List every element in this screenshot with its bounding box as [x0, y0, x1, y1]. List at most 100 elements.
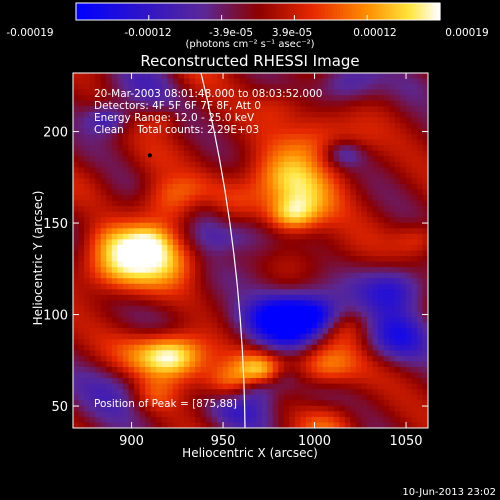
heatmap-cell [161, 111, 168, 118]
heatmap-cell [172, 217, 179, 224]
heatmap-cell [272, 145, 279, 152]
heatmap-cell [145, 145, 152, 152]
heatmap-cell [383, 322, 390, 329]
heatmap-cell [139, 311, 146, 318]
heatmap-cell [300, 317, 307, 324]
heatmap-cell [95, 228, 102, 235]
colorbar-segment [136, 3, 141, 20]
heatmap-cell [378, 222, 385, 229]
heatmap-cell [139, 283, 146, 290]
heatmap-cell [383, 250, 390, 257]
heatmap-cell [233, 389, 240, 396]
heatmap-cell [172, 389, 179, 396]
heatmap-cell [117, 361, 124, 368]
heatmap-cell [339, 100, 346, 107]
heatmap-cell [283, 84, 290, 91]
heatmap-cell [172, 383, 179, 390]
colorbar-segment [188, 3, 192, 20]
heatmap-cell [261, 305, 268, 313]
heatmap-cell [383, 283, 390, 290]
heatmap-cell [73, 416, 80, 423]
heatmap-cell [206, 394, 213, 401]
heatmap-cell [389, 311, 396, 318]
heatmap-cell [305, 250, 313, 257]
heatmap-cell [389, 117, 396, 124]
heatmap-cell [400, 283, 407, 290]
heatmap-cell [84, 167, 91, 174]
heatmap-cell [111, 422, 118, 429]
heatmap-cell [400, 405, 407, 412]
heatmap-cell [256, 416, 263, 423]
heatmap-cell [311, 328, 318, 335]
heatmap-cell [78, 411, 85, 418]
heatmap-cell [217, 106, 224, 113]
heatmap-cell [305, 183, 313, 190]
heatmap-cell [217, 389, 224, 396]
heatmap-cell [200, 383, 207, 390]
heatmap-cell [361, 84, 368, 91]
heatmap-cell [100, 261, 107, 268]
heatmap-cell [228, 256, 235, 263]
heatmap-cell [217, 73, 224, 80]
heatmap-cell [100, 283, 107, 290]
heatmap-cell [73, 244, 80, 251]
heatmap-cell [150, 128, 157, 135]
heatmap-cell [355, 211, 362, 218]
heatmap-cell [272, 389, 279, 396]
heatmap-cell [183, 195, 190, 202]
heatmap-cell [106, 195, 113, 202]
heatmap-cell [89, 95, 96, 102]
heatmap-cell [267, 256, 274, 263]
heatmap-cell [100, 239, 107, 246]
heatmap-cell [84, 294, 91, 301]
heatmap-cell [200, 394, 207, 401]
heatmap-cell [267, 195, 274, 202]
heatmap-cell [239, 128, 246, 135]
heatmap-cell [228, 139, 235, 146]
heatmap-cell [84, 73, 91, 80]
heatmap-cell [217, 261, 224, 268]
heatmap-cell [117, 167, 124, 174]
heatmap-cell [355, 150, 362, 157]
heatmap-cell [372, 84, 379, 91]
heatmap-cell [289, 195, 296, 202]
heatmap-cell [78, 339, 85, 346]
heatmap-cell [233, 355, 240, 362]
heatmap-cell [344, 389, 351, 396]
heatmap-cell [250, 278, 257, 285]
heatmap-cell [256, 372, 263, 379]
heatmap-cell [78, 278, 85, 285]
heatmap-cell [278, 333, 285, 340]
heatmap-cell [422, 305, 429, 313]
heatmap-cell [422, 139, 429, 146]
heatmap-cell [416, 305, 423, 313]
heatmap-cell [161, 217, 168, 224]
heatmap-cell [239, 145, 246, 152]
heatmap-cell [278, 117, 285, 124]
heatmap-cell [378, 189, 385, 196]
heatmap-cell [150, 405, 157, 412]
heatmap-cell [283, 89, 290, 96]
heatmap-cell [411, 195, 418, 202]
heatmap-cell [256, 400, 263, 407]
heatmap-cell [150, 339, 157, 346]
heatmap-cell [134, 322, 141, 329]
heatmap-cell [272, 222, 279, 229]
heatmap-cell [328, 322, 335, 329]
heatmap-cell [378, 111, 385, 118]
heatmap-cell [156, 200, 163, 207]
heatmap-cell [322, 95, 329, 102]
heatmap-cell [344, 411, 351, 418]
heatmap-cell [134, 89, 141, 96]
heatmap-cell [333, 167, 340, 174]
heatmap-cell [339, 111, 346, 118]
heatmap-cell [394, 117, 401, 124]
heatmap-cell [355, 222, 362, 229]
heatmap-cell [134, 383, 141, 390]
heatmap-cell [394, 233, 401, 240]
heatmap-cell [422, 156, 429, 163]
heatmap-cell [84, 244, 91, 251]
heatmap-cell [84, 156, 91, 163]
heatmap-cell [78, 261, 85, 268]
heatmap-cell [272, 111, 279, 118]
